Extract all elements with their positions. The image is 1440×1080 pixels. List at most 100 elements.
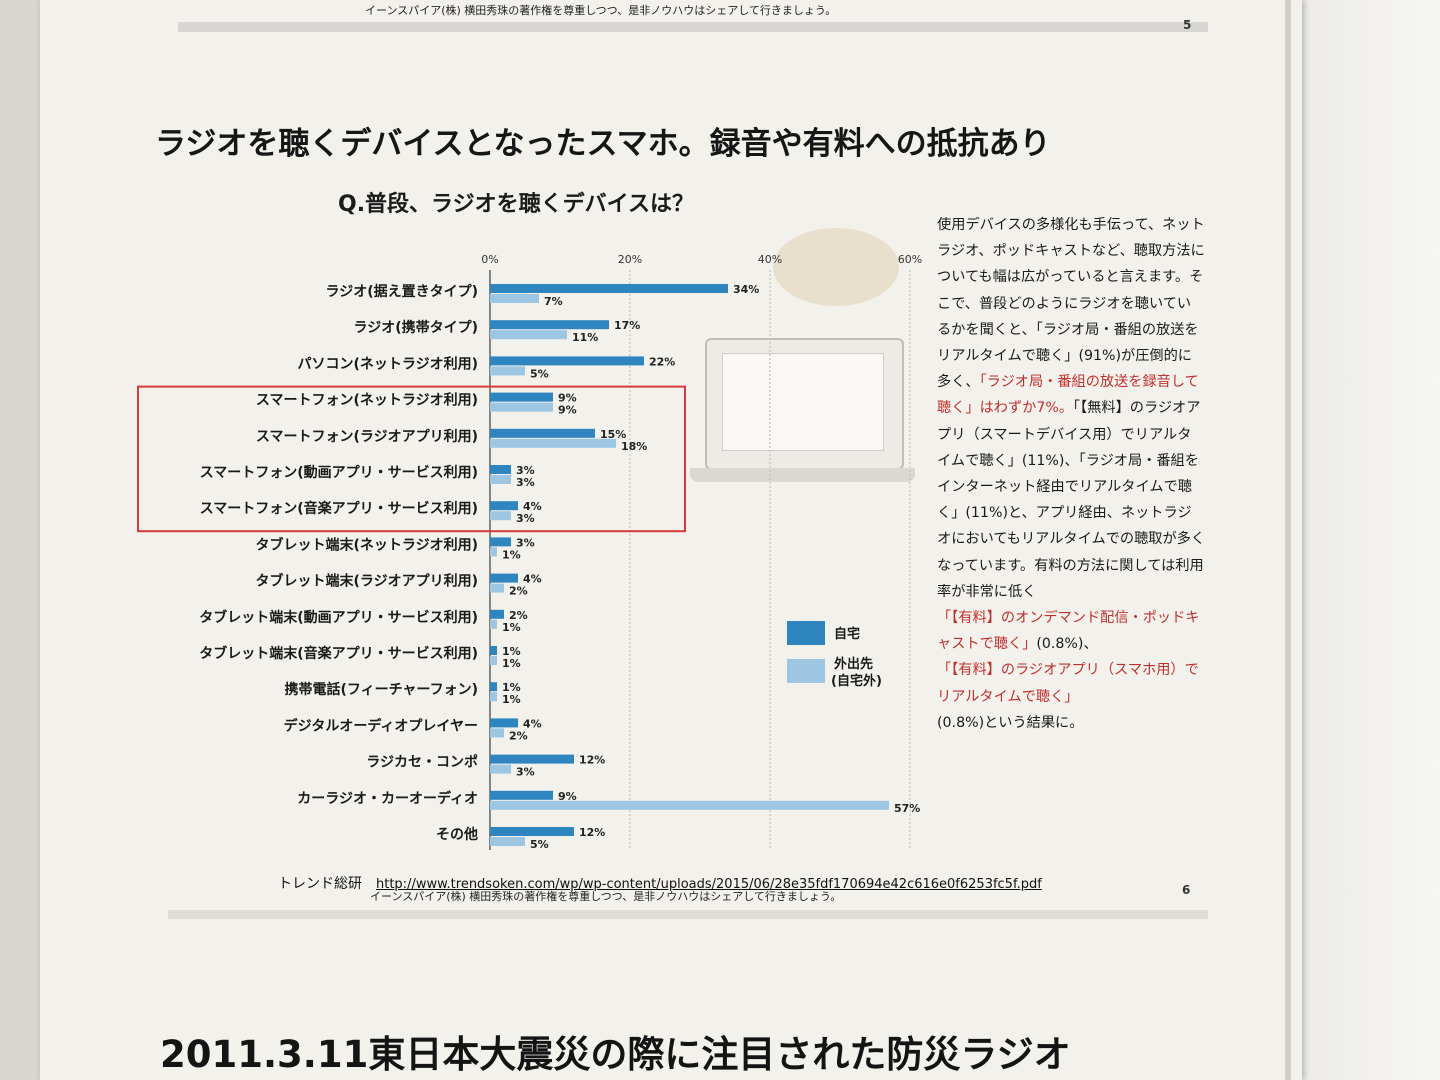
data-label-home: 4% [523,500,542,513]
category-label: カーラジオ・カーオーディオ [297,790,478,807]
category-label: ラジオ(携帯タイプ) [353,319,478,336]
commentary-paragraph: (0.8%)という結果に。 [937,714,1084,731]
data-label-home: 1% [502,645,521,658]
next-sheet [1296,0,1440,1080]
category-label: 携帯電話(フィーチャーフォン) [284,681,478,698]
bar-home [490,284,728,293]
data-label-outside: 7% [544,295,563,308]
tick-label: 60% [898,253,922,266]
data-label-home: 1% [502,681,521,694]
data-label-outside: 2% [509,585,528,598]
category-label: スマートフォン(ネットラジオ利用) [256,392,478,409]
commentary-paragraph: 使用デバイスの多様化も手伝って、ネットラジオ、ポッドキャストなど、聴取方法につい… [937,217,1205,391]
bar-home [490,501,518,511]
legend-label-outside-sub: (自宅外) [831,673,882,689]
data-label-home: 3% [516,536,535,549]
legend-label-home: 自宅 [834,626,860,642]
data-label-outside: 9% [558,404,577,417]
data-label-outside: 1% [502,621,521,634]
bar-home [490,392,553,402]
data-label-home: 12% [579,754,605,767]
bar-outside [490,547,497,557]
data-label-outside: 1% [502,657,521,670]
data-label-outside: 18% [621,440,647,453]
category-label: ラジカセ・コンポ [366,754,478,771]
data-label-outside: 3% [516,766,535,779]
tick-label: 20% [618,253,642,266]
commentary-highlight: 「【有料】のラジオアプリ（スマホ用）でリアルタイムで聴く」 [937,662,1199,705]
bar-home [490,827,574,836]
bar-outside [490,619,497,629]
data-label-home: 15% [600,428,626,441]
category-label: スマートフォン(ラジオアプリ利用) [256,428,478,445]
chart-question: Q.普段、ラジオを聴くデバイスは？ [338,192,694,217]
bar-home [490,356,644,366]
category-label: パソコン(ネットラジオ利用) [297,355,478,372]
data-label-home: 4% [523,717,542,730]
data-label-home: 17% [614,319,640,332]
bar-outside [490,837,525,846]
data-label-home: 34% [733,283,759,296]
data-label-outside: 3% [516,512,535,525]
bar-outside [490,692,497,702]
data-label-home: 12% [579,826,605,839]
legend-swatch-outside [787,659,825,683]
data-label-outside: 5% [530,838,549,851]
bar-outside [490,366,525,376]
legend-label-outside: 外出先 [833,656,873,672]
source-url[interactable]: http://www.trendsoken.com/wp/wp-content/… [376,877,1042,892]
paper-sheet [40,0,1302,1080]
commentary-highlight: 「ラジオ局・番組の放送を録音して聴く」はわずか7%。 [937,374,1199,417]
data-label-home: 9% [558,392,577,405]
next-section-headline: 2011.3.11東日本大震災の際に注目された防災ラジオ [160,1033,1071,1076]
bar-home [490,790,553,800]
data-label-home: 9% [558,790,577,803]
bar-home [490,573,518,583]
background-illustration [773,228,899,306]
data-label-outside: 1% [502,693,521,706]
sheet-edge [1285,0,1291,1080]
category-label: タブレット端末(ラジオアプリ利用) [255,573,478,590]
category-label: タブレット端末(音楽アプリ・サービス利用) [199,645,478,662]
source-citation: トレンド総研 http://www.trendsoken.com/wp/wp-co… [278,873,1042,893]
data-label-outside: 2% [509,729,528,742]
bar-home [490,609,504,619]
category-label: タブレット端末(ネットラジオ利用) [255,536,478,553]
bar-home [490,320,609,330]
laptop-screen [722,353,884,451]
bar-outside [490,511,511,521]
data-label-outside: 57% [894,802,920,815]
data-label-outside: 1% [502,548,521,561]
page-footer-rule [168,910,1208,919]
data-label-home: 22% [649,355,675,368]
highlight-box [137,385,686,533]
bar-outside [490,656,497,665]
data-label-outside: 5% [530,367,549,380]
tick-label: 40% [758,253,782,266]
bar-home [490,718,518,728]
bar-home [490,754,574,764]
copyright-credit: イーンスパイア(株) 横田秀珠の著作権を尊重しつつ、是非ノウハウはシェアして行き… [370,890,842,903]
category-label: スマートフォン(動画アプリ・サービス利用) [200,464,478,481]
bar-outside [490,438,616,448]
bar-home [490,646,497,655]
tick-label: 0% [481,253,498,266]
source-label: トレンド総研 [278,876,362,892]
data-label-home: 4% [523,573,542,586]
page-number: 6 [1182,883,1191,897]
side-commentary: 使用デバイスの多様化も手伝って、ネットラジオ、ポッドキャストなど、聴取方法につい… [937,212,1205,736]
laptop-base [690,468,915,482]
bar-home [490,428,595,438]
bar-outside [490,294,539,303]
bar-outside [490,800,889,810]
bar-outside [490,475,511,484]
category-label: タブレット端末(動画アプリ・サービス利用) [199,609,478,626]
previous-page-rule [178,0,1208,32]
previous-page-number: 5 [1183,18,1192,32]
category-label: スマートフォン(音楽アプリ・サービス利用) [200,500,478,517]
bar-home [490,682,497,692]
category-label: ラジオ(据え置きタイプ) [325,283,478,300]
bar-outside [490,728,504,738]
previous-footer: イーンスパイア(株) 横田秀珠の著作権を尊重しつつ、是非ノウハウはシェアして行き… [365,4,837,17]
